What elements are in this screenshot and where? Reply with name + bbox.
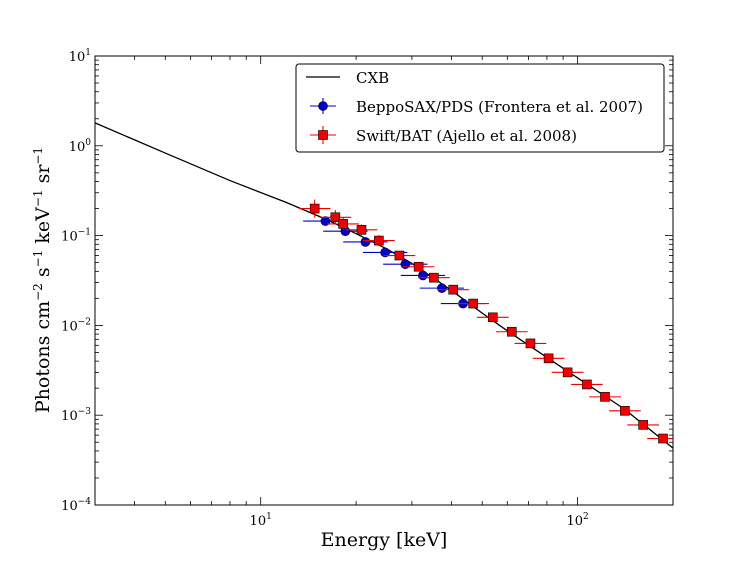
legend-circle-marker-icon — [318, 101, 328, 111]
swift-bat-data-point — [309, 203, 320, 214]
tick-label-base: 10 — [69, 50, 86, 65]
beppo-sax-data-point — [360, 237, 371, 247]
y-tick-label: 100 — [69, 138, 92, 155]
y-axis-label-part: s — [32, 267, 54, 283]
y-axis-label-exponent: −1 — [31, 250, 45, 268]
y-tick-label: 10−4 — [61, 497, 91, 514]
y-tick-label: 101 — [69, 48, 91, 65]
y-tick-label: 10−2 — [61, 317, 91, 334]
tick-label-base: 10 — [61, 319, 78, 334]
swift-bat-data-point — [374, 235, 384, 246]
swift-bat-series — [298, 199, 673, 444]
swift-bat-data-point — [582, 379, 592, 390]
swift-bat-data-point — [658, 433, 668, 444]
swift-bat-data-point — [394, 250, 405, 261]
legend-label-cxb: CXB — [356, 69, 389, 87]
x-tick-label: 101 — [250, 512, 272, 529]
swift-bat-data-point — [525, 338, 536, 349]
y-tick-label: 10−1 — [61, 228, 91, 245]
legend-box — [295, 63, 665, 153]
beppo-sax-data-point — [400, 259, 411, 270]
swift-bat-data-point — [638, 420, 648, 430]
y-tick-label: 10−3 — [61, 407, 91, 424]
swift-bat-data-point — [413, 261, 424, 272]
swift-bat-data-point — [620, 405, 630, 416]
tick-label-exponent: 0 — [85, 138, 91, 148]
tick-label-base: 10 — [61, 409, 78, 424]
x-tick-labels: 101 102 — [250, 512, 589, 529]
swift-bat-data-point — [507, 326, 517, 337]
legend-entry-cxb: CXB — [306, 69, 389, 87]
beppo-sax-data-point — [418, 270, 428, 281]
swift-bat-data-point — [338, 219, 348, 229]
beppo-sax-data-point — [380, 247, 390, 258]
y-axis-label-part: sr — [32, 164, 54, 190]
swift-bat-data-point — [429, 272, 439, 283]
tick-label-exponent: −4 — [78, 497, 92, 507]
beppo-sax-data-point — [437, 283, 447, 293]
swift-bat-data-point — [330, 212, 341, 223]
plot-frame — [94, 55, 674, 506]
tick-label-exponent: 1 — [266, 512, 272, 522]
legend-entry-beppo-sax: BeppoSAX/PDS (Frontera et al. 2007) — [310, 98, 643, 116]
x-axis-label: Energy [keV] — [321, 529, 448, 551]
x-tick-label: 102 — [566, 512, 588, 529]
y-axis-label-exponent: −1 — [31, 147, 45, 165]
tick-label-exponent: 1 — [85, 48, 91, 58]
swift-bat-data-point — [356, 225, 367, 235]
tick-label-base: 10 — [61, 499, 78, 514]
y-axis-label-exponent: −2 — [31, 283, 45, 301]
swift-bat-data-point — [562, 367, 573, 378]
tick-label-base: 10 — [69, 140, 86, 155]
swift-bat-data-point — [468, 298, 478, 309]
plot-content — [95, 122, 673, 449]
tick-label-base: 10 — [61, 230, 78, 245]
legend-entry-swift-bat: Swift/BAT (Ajello et al. 2008) — [310, 126, 577, 145]
legend-square-marker-icon — [318, 130, 328, 140]
y-axis-label-exponent: −1 — [31, 189, 45, 207]
y-axis-label-part: keV — [32, 207, 54, 250]
tick-label-base: 10 — [566, 514, 583, 529]
legend: CXB BeppoSAX/PDS (Frontera et al. 2007) … — [295, 63, 665, 153]
tick-label-exponent: −2 — [78, 317, 91, 327]
y-axis-label-part: Photons cm — [32, 301, 54, 413]
swift-bat-data-point — [543, 353, 554, 364]
tick-label-exponent: −3 — [78, 407, 92, 417]
tick-label-base: 10 — [250, 514, 267, 529]
tick-label-exponent: 2 — [583, 512, 589, 522]
swift-bat-data-point — [600, 392, 610, 402]
swift-bat-data-point — [487, 312, 498, 323]
legend-label-beppo-sax: BeppoSAX/PDS (Frontera et al. 2007) — [356, 98, 643, 116]
legend-label-swift-bat: Swift/BAT (Ajello et al. 2008) — [356, 127, 577, 145]
y-axis-label: Photons cm−2 s−1 keV−1 sr−1 — [31, 147, 54, 413]
swift-bat-data-point — [448, 284, 459, 295]
tick-label-exponent: −1 — [78, 228, 91, 238]
